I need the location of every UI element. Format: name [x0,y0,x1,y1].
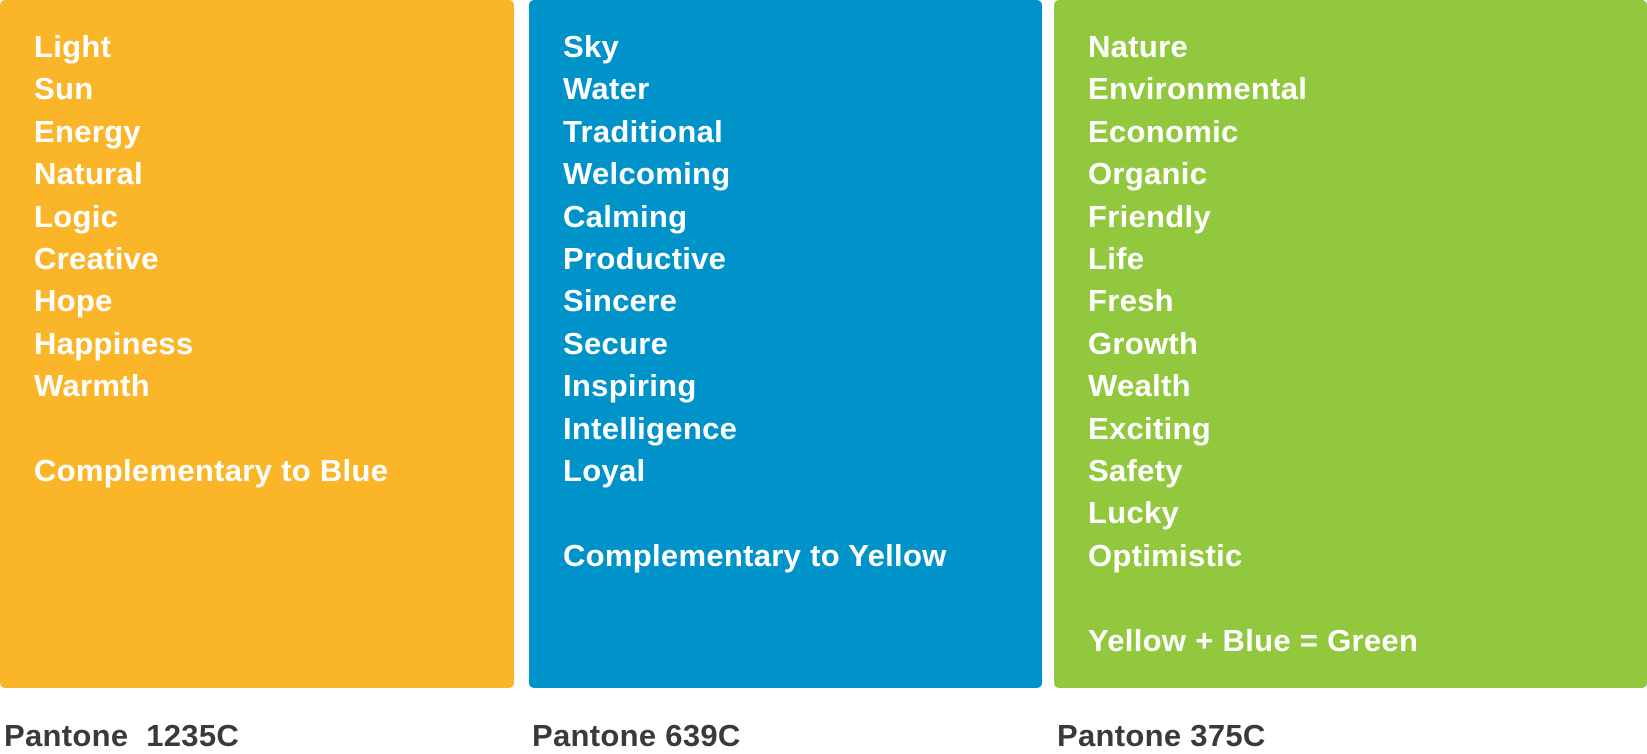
attribute-word: Secure [563,325,669,361]
attribute-word: Life [1088,241,1145,277]
attribute-word: Economic [1088,113,1239,149]
attribute-word: Welcoming [563,156,731,192]
pantone-label: Pantone 639C [532,718,741,753]
attribute-word: Fresh [1088,283,1174,319]
attribute-word: Friendly [1088,198,1211,234]
attribute-word: Sky [563,29,620,64]
attribute-word: Exciting [1088,410,1211,446]
swatch-note: Complementary to Blue [34,453,389,489]
attribute-word: Nature [1088,29,1188,64]
attribute-word: Logic [34,198,119,234]
attribute-word: Warmth [34,368,151,404]
attribute-word: Organic [1088,156,1208,192]
color-swatch: Light Sun Energy Natural Logic Creative Hope Ha… [0,0,514,688]
attribute-word: Safety [1088,453,1183,489]
attribute-word: Environmental [1088,71,1308,107]
swatch-note: Yellow + Blue = Green [1088,622,1419,658]
attribute-word: Productive [563,241,727,277]
attribute-word: Energy [34,113,141,149]
color-swatch: Sky Water Traditional Welcoming Calming Produ… [529,0,1042,688]
attribute-word: Natural [34,156,143,192]
attribute-word: Growth [1088,325,1199,361]
attribute-word: Happiness [34,325,194,361]
attribute-word: Lucky [1088,495,1180,531]
attribute-word: Loyal [563,453,646,489]
attribute-word: Water [563,71,650,107]
attribute-word: Sincere [563,283,678,319]
color-swatch: Nature Environmental Economic Organic Friend… [1054,0,1647,688]
pantone-label: Pantone 375C [1057,718,1266,753]
pantone-label: Pantone 1235C [4,718,240,753]
swatch-note: Complementary to Yellow [563,537,947,573]
attribute-word: Traditional [563,113,724,149]
attribute-word: Sun [34,71,94,107]
attribute-word: Light [34,29,112,64]
attribute-word: Optimistic [1088,537,1243,573]
attribute-word: Calming [563,198,688,234]
attribute-word: Inspiring [563,368,697,404]
attribute-word: Wealth [1088,368,1191,404]
attribute-word: Intelligence [563,410,738,446]
attribute-word: Hope [34,283,113,319]
attribute-word: Creative [34,241,159,277]
